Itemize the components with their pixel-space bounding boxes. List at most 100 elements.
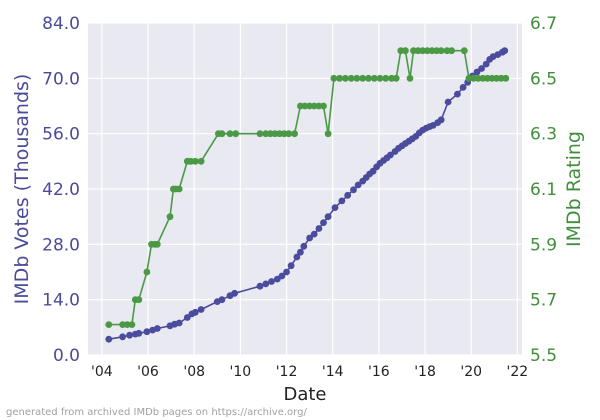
rating-point: [419, 47, 427, 55]
rating-point: [143, 268, 151, 276]
y-axis-label-right: IMDb Rating: [563, 131, 585, 247]
rating-point: [256, 130, 264, 138]
rating-point: [365, 74, 372, 82]
rating-point: [474, 74, 482, 82]
votes-point: [344, 191, 352, 199]
votes-point: [278, 272, 286, 280]
series-layer: [105, 47, 510, 343]
votes-point: [287, 262, 295, 270]
votes-point: [482, 60, 490, 68]
votes-point: [256, 282, 264, 290]
votes-point: [331, 204, 339, 212]
x-tick-label: '10: [230, 364, 252, 380]
tick-labels: 0.0 14.0 28.0 42.0 56.0 70.0 84.0 5.5 5.7 5.9 6.1 6…: [42, 14, 557, 380]
rating-point: [370, 74, 378, 82]
votes-point: [310, 230, 318, 238]
votes-point: [183, 314, 191, 321]
x-tick-label: '14: [322, 364, 344, 380]
rating-point: [226, 130, 234, 138]
y-left-tick-label: 28.0: [42, 235, 80, 255]
y-right-tick-label: 6.5: [530, 69, 557, 89]
rating-point: [359, 74, 367, 82]
x-tick-label: '16: [368, 364, 390, 380]
rating-point: [392, 74, 400, 82]
votes-point: [473, 68, 481, 76]
y-left-tick-label: 42.0: [42, 180, 80, 200]
votes-point: [354, 181, 362, 189]
votes-point: [119, 333, 126, 341]
votes-point: [153, 325, 161, 332]
rating-point: [448, 47, 455, 55]
votes-point: [218, 296, 226, 304]
votes-point: [135, 329, 143, 337]
y-left-tick-label: 14.0: [42, 291, 80, 311]
votes-point: [283, 268, 290, 276]
x-tick-label: '18: [414, 364, 436, 380]
rating-point: [135, 296, 143, 304]
votes-point: [175, 319, 183, 327]
rating-point: [105, 321, 113, 328]
x-tick-label: '20: [460, 364, 482, 380]
rating-point: [232, 130, 240, 138]
votes-point: [387, 151, 394, 159]
votes-point: [126, 331, 133, 339]
rating-point: [153, 240, 161, 248]
y-left-tick-label: 56.0: [42, 125, 80, 145]
votes-point: [315, 225, 323, 232]
votes-point: [454, 90, 461, 98]
x-tick-label: '22: [507, 364, 529, 380]
rating-point: [166, 213, 174, 221]
votes-point: [437, 116, 445, 124]
x-tick-label: '04: [91, 364, 113, 380]
y-right-tick-label: 6.7: [530, 14, 557, 34]
rating-point: [218, 130, 226, 138]
rating-point: [291, 130, 298, 138]
x-tick-label: '08: [183, 364, 205, 380]
votes-point: [231, 289, 239, 297]
y-right-tick-label: 5.9: [530, 235, 557, 255]
x-axis-label: Date: [283, 384, 326, 405]
rating-point: [175, 185, 183, 193]
x-tick-label: '06: [137, 364, 159, 380]
votes-point: [324, 213, 332, 221]
votes-point: [105, 335, 113, 343]
votes-point: [444, 98, 452, 106]
rating-point: [336, 74, 343, 82]
rating-point: [437, 47, 445, 55]
rating-point: [128, 321, 136, 328]
votes-point: [501, 47, 509, 55]
votes-point: [338, 197, 346, 205]
votes-point: [293, 253, 301, 261]
rating-point: [342, 74, 349, 82]
source-footnote: generated from archived IMDb pages on ht…: [6, 407, 307, 418]
rating-point: [320, 102, 327, 110]
y-right-tick-label: 6.1: [530, 180, 557, 200]
votes-point: [320, 219, 327, 227]
y-right-tick-label: 5.5: [530, 346, 557, 366]
votes-point: [262, 280, 270, 288]
rating-point: [460, 47, 468, 55]
votes-point: [197, 306, 205, 313]
votes-point: [459, 84, 467, 91]
rating-point: [353, 74, 361, 82]
rating-point: [406, 74, 414, 82]
y-left-tick-label: 70.0: [42, 69, 80, 89]
votes-point: [306, 234, 313, 242]
y-axis-label-left: IMDb Votes (Thousands): [11, 74, 33, 305]
votes-point: [143, 328, 151, 336]
votes-point: [268, 278, 275, 285]
x-tick-label: '12: [276, 364, 298, 380]
rating-point: [402, 47, 409, 55]
rating-point: [502, 74, 510, 82]
rating-point: [330, 74, 338, 82]
rating-point: [324, 130, 332, 138]
votes-point: [300, 242, 308, 250]
rating-point: [382, 74, 390, 82]
rating-point: [197, 157, 205, 165]
y-left-tick-label: 84.0: [42, 14, 80, 34]
rating-point: [285, 130, 293, 138]
rating-point: [191, 157, 199, 165]
votes-point: [191, 308, 199, 316]
